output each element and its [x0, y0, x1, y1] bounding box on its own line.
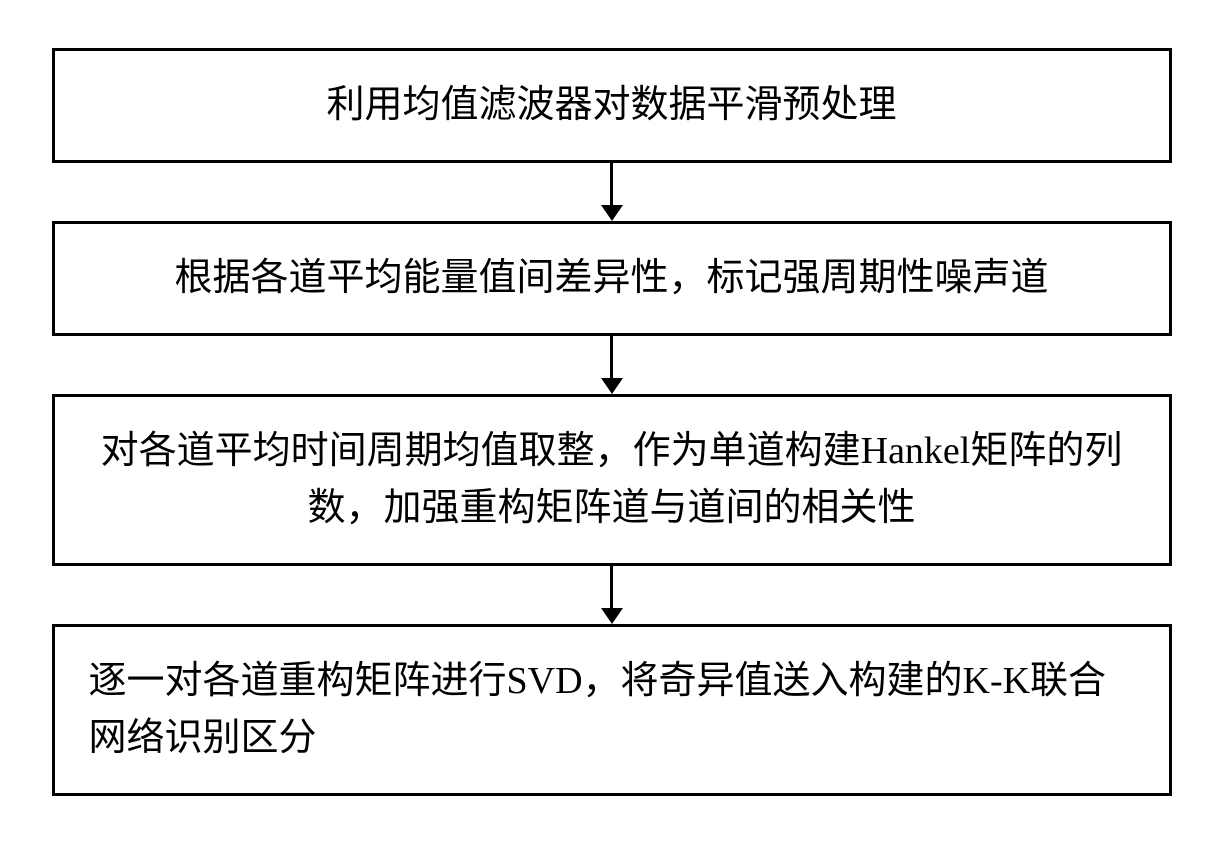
arrow-line: [610, 163, 613, 206]
arrow-icon: [601, 163, 623, 221]
node-label: 对各道平均时间周期均值取整，作为单道构建Hankel矩阵的列数，加强重构矩阵道与…: [101, 430, 1123, 529]
arrow-head: [601, 608, 623, 624]
flowchart-node: 逐一对各道重构矩阵进行SVD，将奇异值送入构建的K-K联合网络识别区分: [52, 624, 1172, 796]
flowchart-node: 对各道平均时间周期均值取整，作为单道构建Hankel矩阵的列数，加强重构矩阵道与…: [52, 394, 1172, 566]
arrow-head: [601, 205, 623, 221]
arrow-head: [601, 378, 623, 394]
node-label: 逐一对各道重构矩阵进行SVD，将奇异值送入构建的K-K联合网络识别区分: [89, 660, 1107, 759]
arrow-line: [610, 336, 613, 379]
flowchart-node: 利用均值滤波器对数据平滑预处理: [52, 48, 1172, 163]
arrow-icon: [601, 566, 623, 624]
arrow-icon: [601, 336, 623, 394]
arrow-line: [610, 566, 613, 609]
node-label: 利用均值滤波器对数据平滑预处理: [326, 84, 896, 126]
flowchart-container: 利用均值滤波器对数据平滑预处理 根据各道平均能量值间差异性，标记强周期性噪声道 …: [52, 48, 1172, 796]
node-label: 根据各道平均能量值间差异性，标记强周期性噪声道: [174, 257, 1048, 299]
flowchart-node: 根据各道平均能量值间差异性，标记强周期性噪声道: [52, 221, 1172, 336]
